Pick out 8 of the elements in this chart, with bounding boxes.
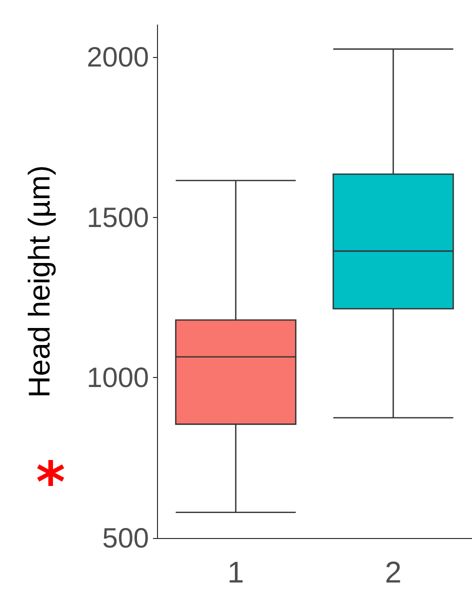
x-tick-label: 2: [384, 556, 402, 590]
y-tick-label: 1000: [86, 362, 149, 394]
x-tick-label: 1: [227, 556, 244, 590]
y-tick-label: 2000: [86, 42, 149, 73]
y-axis-title: Head height (µm): [24, 165, 56, 398]
y-tick-label: 500: [102, 522, 149, 554]
y-tick-label: 1500: [86, 202, 149, 233]
text: *: [36, 450, 66, 516]
